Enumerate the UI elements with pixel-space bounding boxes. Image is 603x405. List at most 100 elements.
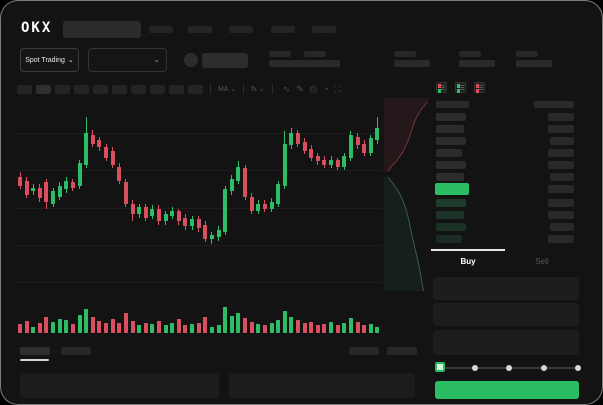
bottom-tab[interactable] [20, 347, 50, 355]
candlestick-chart[interactable] [15, 101, 383, 293]
bid-price[interactable] [436, 223, 466, 231]
volume-bar [223, 307, 228, 333]
icon-lines [479, 85, 483, 91]
order-form-field[interactable] [433, 303, 579, 326]
ask-price[interactable] [436, 113, 466, 121]
volume-bar [24, 321, 29, 333]
buy-submit-button[interactable] [435, 381, 579, 399]
ask-price[interactable] [436, 161, 466, 169]
ask-price[interactable] [436, 173, 464, 181]
chart-tool-icons: ∿ ✎ ⎙ ◔ ⛶ [280, 83, 344, 94]
chart-settings-icon[interactable]: ◔ [323, 83, 329, 94]
timeframe-button[interactable] [150, 84, 165, 94]
volume-bar [190, 324, 195, 333]
color-bar-top [476, 84, 479, 88]
last-amount [548, 185, 574, 193]
volume-bar [18, 324, 22, 333]
timeframe-button[interactable] [93, 84, 108, 94]
trade-side-tabs: Buy Sell [431, 249, 579, 271]
timeframe-button[interactable] [17, 84, 32, 94]
gridline [15, 282, 383, 283]
volume-bar [143, 323, 148, 333]
bid-price[interactable] [436, 199, 466, 207]
volume-bar [170, 323, 175, 333]
candle [282, 143, 287, 186]
volume-bar [110, 319, 115, 333]
candle [243, 168, 248, 197]
bottom-tab[interactable] [61, 347, 91, 355]
bid-amount [548, 235, 574, 243]
timeframe-button[interactable] [112, 84, 127, 94]
spot-trading-selector[interactable]: Spot Trading ⌄ [20, 48, 79, 72]
slider-stop[interactable] [506, 365, 512, 371]
wave-indicator-icon[interactable]: ∿ [282, 83, 291, 94]
ask-price[interactable] [436, 149, 462, 157]
volume-bar [342, 323, 347, 333]
candle [137, 207, 142, 215]
draw-brush-icon[interactable]: ✎ [296, 83, 304, 94]
nav-item[interactable] [188, 26, 212, 33]
fullscreen-icon[interactable]: ⛶ [334, 83, 341, 94]
book-bids-icon[interactable] [455, 82, 466, 93]
ticker-stat [459, 51, 495, 67]
volume-bar [309, 322, 314, 333]
ask-amount [548, 113, 574, 121]
nav-item[interactable] [312, 26, 336, 33]
volume-bar [37, 323, 42, 333]
book-header-right [534, 101, 574, 108]
order-form-field[interactable] [433, 330, 579, 355]
slider-stop[interactable] [471, 365, 478, 371]
candle [289, 133, 294, 146]
icon-lines [441, 85, 445, 91]
candle [302, 141, 307, 151]
ma-indicator-button[interactable]: MA ⌄ [218, 85, 237, 94]
timeframe-button[interactable] [55, 84, 70, 94]
nav-item[interactable] [229, 26, 253, 33]
camera-snapshot-icon[interactable]: ⎙ [309, 83, 317, 94]
tab-buy[interactable]: Buy [431, 249, 505, 271]
ticker-stat [516, 51, 552, 67]
order-form-field[interactable] [433, 277, 579, 300]
bid-price[interactable] [436, 211, 464, 219]
candle [163, 214, 168, 222]
candle [315, 156, 320, 162]
gridline [15, 245, 383, 246]
timeframe-button[interactable] [36, 84, 51, 94]
nav-item[interactable] [149, 26, 173, 33]
toolbar-divider [210, 84, 211, 94]
ask-price[interactable] [436, 125, 464, 133]
timeframe-button[interactable] [188, 84, 203, 94]
bid-price[interactable] [436, 235, 462, 243]
candle [51, 191, 56, 204]
stat-value [516, 60, 552, 67]
candle [123, 182, 128, 204]
book-combined-icon[interactable] [436, 82, 447, 93]
bottom-tab[interactable] [387, 347, 417, 355]
timeframe-button[interactable] [74, 84, 89, 94]
timeframe-button[interactable] [131, 84, 146, 94]
candle [57, 185, 62, 197]
sell-tab-label: Sell [535, 256, 549, 266]
slider-stop[interactable] [540, 365, 547, 371]
volume-bar [243, 318, 248, 333]
slider-stop[interactable] [575, 365, 581, 371]
candle [64, 180, 69, 190]
tab-sell[interactable]: Sell [505, 249, 579, 271]
ask-price[interactable] [436, 137, 466, 145]
timeframe-button[interactable] [169, 84, 184, 94]
chevron-down-icon: ⌄ [230, 86, 237, 93]
book-asks-icon[interactable] [474, 82, 485, 93]
search-input[interactable] [63, 21, 141, 38]
candle [329, 159, 334, 165]
volume-bar [375, 327, 380, 333]
volume-bar [262, 325, 267, 333]
bottom-tab[interactable] [349, 347, 379, 355]
volume-bar [362, 325, 367, 333]
gridline [15, 170, 383, 171]
nav-item[interactable] [271, 26, 295, 33]
ticker-stat [269, 51, 305, 67]
fx-indicator-button[interactable]: fx ⌄ [251, 85, 264, 94]
amount-slider-handle[interactable] [435, 362, 445, 372]
candle [117, 166, 122, 181]
pair-dropdown[interactable]: ⌄ [88, 48, 167, 72]
